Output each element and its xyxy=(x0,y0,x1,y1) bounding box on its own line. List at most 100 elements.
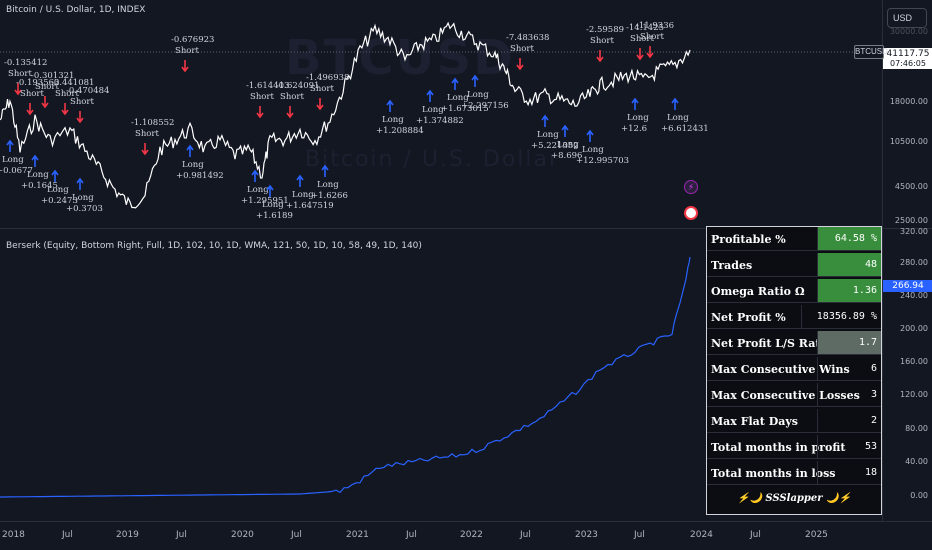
stats-value: 18 xyxy=(817,461,881,484)
indicator-legend[interactable]: Berserk (Equity, Bottom Right, Full, 1D,… xyxy=(6,241,422,251)
equity-tick: 160.00 xyxy=(900,357,928,366)
equity-tick: 80.00 xyxy=(905,424,928,433)
pane-separator[interactable] xyxy=(0,228,932,229)
long-arrow xyxy=(471,74,479,87)
long-signal: Long+5.221352 xyxy=(531,114,579,151)
long-label: +1.647519 xyxy=(286,201,334,211)
short-label-word: Short xyxy=(250,92,274,102)
time-tick: 2023 xyxy=(575,530,598,540)
long-label: +0.3703 xyxy=(66,204,103,214)
time-tick: Jul xyxy=(62,530,73,540)
price-tick: 18000.00 xyxy=(889,97,928,106)
long-signal: Long+1.295951 xyxy=(241,169,289,206)
stats-value: 18356.89 % xyxy=(801,305,881,328)
long-label: +5.221352 xyxy=(531,141,579,151)
long-signal: Long+1.374882 xyxy=(416,89,464,126)
equity-axis[interactable]: 320.00 280.00 240.00 200.00 160.00 120.0… xyxy=(882,227,932,521)
stats-value: 6 xyxy=(817,357,881,380)
long-arrow xyxy=(31,154,39,167)
price-tick: 30000.00 xyxy=(889,27,928,36)
stats-value: 1.36 xyxy=(817,279,881,302)
long-label: +0.2473 xyxy=(41,196,78,206)
long-arrow xyxy=(386,99,394,112)
long-arrow xyxy=(51,169,59,182)
last-price-tag: 41117.75 07:46:05 xyxy=(883,48,932,69)
long-label-word: Long xyxy=(557,140,579,150)
us-flag-icon[interactable] xyxy=(684,206,698,220)
long-label-word: Long xyxy=(262,200,284,210)
countdown-timer: 07:46:05 xyxy=(890,59,926,68)
stats-value: 64.58 % xyxy=(817,227,881,250)
price-line xyxy=(0,21,691,209)
short-arrow xyxy=(141,143,149,156)
time-tick: Jul xyxy=(176,530,187,540)
long-arrow xyxy=(296,174,304,187)
equity-value-tag: 266.94 xyxy=(883,280,932,292)
main-legend[interactable]: Bitcoin / U.S. Dollar, 1D, INDEX xyxy=(6,5,146,15)
time-axis[interactable]: 2018 Jul 2019 Jul 2020 Jul 2021 Jul 2022… xyxy=(0,521,932,550)
long-label: +1.295951 xyxy=(241,196,289,206)
price-pane[interactable]: BTCUSD Bitcoin / U.S. Dollar -0.135412 Sh… xyxy=(0,0,882,228)
long-label: +12.6 xyxy=(621,124,647,134)
short-label: -0.135412 xyxy=(4,58,47,68)
time-tick: 2022 xyxy=(460,530,483,540)
short-label-word: Short xyxy=(590,36,614,46)
price-tick: 4500.00 xyxy=(894,182,928,191)
stats-value: 48 xyxy=(817,253,881,276)
time-tick: Jul xyxy=(750,530,761,540)
stats-key: Max Flat Days xyxy=(711,415,798,428)
short-label: -0.470484 xyxy=(66,86,109,96)
long-arrow xyxy=(671,97,679,110)
long-label: +1.6189 xyxy=(256,211,293,221)
long-arrow xyxy=(561,124,569,137)
long-label-word: Long xyxy=(182,160,204,170)
long-signal: Long+1.6266 xyxy=(311,164,348,201)
short-label: -2.59589 xyxy=(586,25,624,35)
long-signal: Long+2.297156 xyxy=(461,74,509,111)
stats-row: Omega Ratio Ω 1.36 xyxy=(707,279,881,303)
long-signal: Long+12.995703 xyxy=(576,129,629,166)
short-label-word: Short xyxy=(510,44,534,54)
time-tick: 2018 xyxy=(2,530,25,540)
equity-line xyxy=(0,256,691,498)
equity-tick: 240.00 xyxy=(900,291,928,300)
long-arrow xyxy=(186,144,194,157)
long-signal: Long+1.673015 xyxy=(441,77,489,114)
stats-row: Max Flat Days 2 xyxy=(707,409,881,433)
last-price-value: 41117.75 xyxy=(886,49,930,59)
long-label-word: Long xyxy=(2,155,24,165)
long-signal: Long+1.208884 xyxy=(376,99,424,136)
currency-button[interactable]: USD xyxy=(887,8,927,28)
flash-icon[interactable]: ⚡ xyxy=(684,180,698,194)
price-axis[interactable]: 30000.00 18000.00 10500.00 4500.00 2500.… xyxy=(882,0,932,228)
long-label-word: Long xyxy=(72,193,94,203)
time-tick: 2025 xyxy=(805,530,828,540)
stats-row: Net Profit % 18356.89 % xyxy=(707,305,881,329)
time-tick: Jul xyxy=(520,530,531,540)
equity-tick: 280.00 xyxy=(900,258,928,267)
long-label-word: Long xyxy=(422,105,444,115)
short-label-word: Short xyxy=(8,69,32,79)
long-label: +0.1645 xyxy=(21,181,58,191)
equity-pane[interactable]: Berserk (Equity, Bottom Right, Full, 1D,… xyxy=(0,229,882,521)
short-arrow xyxy=(256,106,264,119)
stats-value: 3 xyxy=(817,383,881,406)
stats-value: 1.7 xyxy=(817,331,881,354)
stats-row: Total months in profit 53 xyxy=(707,435,881,459)
long-signal: Long+8.696 xyxy=(551,124,582,161)
stats-table: Profitable % 64.58 % Trades 48 Omega Ratio Ω… xyxy=(706,226,882,515)
equity-tick: 40.00 xyxy=(905,457,928,466)
short-label-word: Short xyxy=(55,89,79,99)
long-label-word: Long xyxy=(47,185,69,195)
long-label-word: Long xyxy=(447,93,469,103)
long-label-word: Long xyxy=(467,90,489,100)
long-arrow xyxy=(76,177,84,190)
stats-value: 2 xyxy=(817,409,881,432)
short-label: -1.624091 xyxy=(276,81,319,91)
